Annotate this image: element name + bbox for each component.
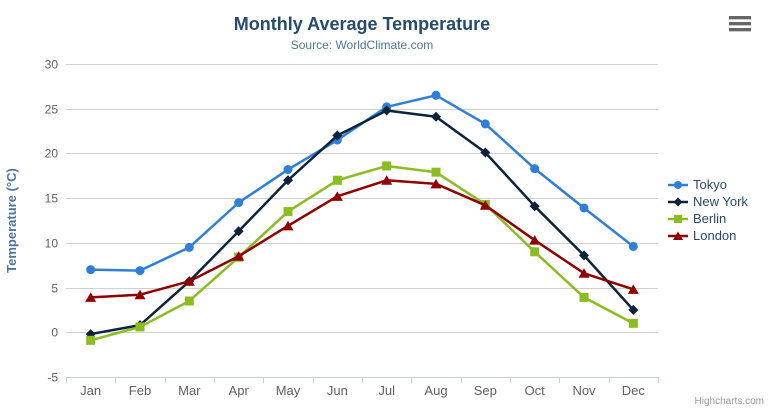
x-axis-tick-label: Dec — [622, 383, 646, 398]
series-london — [85, 175, 639, 302]
x-axis-tick-label: Nov — [572, 383, 596, 398]
legend-item-berlin[interactable]: Berlin — [668, 210, 748, 227]
data-point-marker[interactable] — [283, 175, 293, 186]
data-point-marker[interactable] — [382, 161, 392, 171]
data-point-marker[interactable] — [282, 220, 294, 231]
triangle-legend-marker-icon — [668, 231, 688, 240]
series-new-york — [85, 105, 639, 340]
series-line[interactable] — [89, 109, 635, 336]
data-point-marker[interactable] — [628, 241, 638, 251]
data-point-marker[interactable] — [283, 165, 293, 175]
data-point-marker[interactable] — [529, 235, 541, 245]
chart-subtitle: Source: WorldClimate.com — [290, 38, 434, 52]
data-point-marker[interactable] — [579, 292, 589, 302]
data-point-marker[interactable] — [233, 226, 244, 237]
data-point-marker[interactable] — [135, 266, 145, 276]
data-point-marker[interactable] — [579, 203, 589, 213]
y-axis-tick-label: -5 — [47, 371, 58, 385]
chart-title: Monthly Average Temperature — [233, 14, 491, 34]
series-line[interactable] — [89, 94, 635, 272]
series-tokyo — [86, 90, 638, 276]
data-point-marker[interactable] — [332, 130, 343, 141]
y-axis-tick-label: 15 — [45, 192, 59, 206]
data-point-marker[interactable] — [331, 191, 343, 201]
data-point-marker[interactable] — [134, 289, 146, 300]
legend-item-tokyo[interactable]: Tokyo — [668, 176, 748, 193]
data-point-marker[interactable] — [332, 175, 342, 185]
data-point-marker[interactable] — [234, 198, 244, 208]
data-point-marker[interactable] — [183, 276, 195, 286]
legend-item-label: Berlin — [693, 211, 727, 226]
series-line[interactable] — [89, 179, 635, 299]
x-axis-tick-label: Mar — [178, 383, 201, 398]
data-point-marker[interactable] — [530, 247, 540, 257]
data-point-marker[interactable] — [135, 322, 145, 332]
x-axis-tick-label: Feb — [129, 383, 151, 398]
legend-item-label: Tokyo — [693, 177, 727, 192]
legend-item-new-york[interactable]: New York — [668, 193, 748, 210]
data-point-marker[interactable] — [578, 268, 590, 278]
series-berlin — [86, 161, 638, 345]
highcharts-credit-link[interactable]: Highcharts.com — [694, 396, 764, 407]
data-point-marker[interactable] — [283, 207, 293, 217]
data-point-marker[interactable] — [480, 147, 491, 158]
data-point-marker[interactable] — [233, 251, 245, 261]
data-point-marker[interactable] — [85, 292, 97, 302]
y-axis-tick-label: 20 — [45, 147, 59, 161]
diamond-legend-marker-icon — [668, 197, 688, 206]
data-point-marker[interactable] — [86, 265, 96, 275]
data-point-marker[interactable] — [86, 335, 96, 345]
data-point-marker[interactable] — [431, 111, 441, 122]
data-point-marker[interactable] — [529, 201, 540, 212]
x-axis-tick-label: Aug — [424, 383, 447, 398]
x-axis-tick-label: Jul — [378, 383, 395, 398]
x-axis-tick-label: Jan — [80, 383, 101, 398]
legend-item-label: New York — [693, 194, 748, 209]
x-axis-tick-label: Apr — [229, 383, 250, 398]
x-axis-tick-label: Jun — [327, 383, 348, 398]
series-line[interactable] — [89, 164, 635, 342]
chart-legend: Tokyo New York Berlin London — [668, 176, 748, 244]
y-axis-tick-label: 5 — [51, 282, 58, 296]
data-point-marker[interactable] — [381, 175, 393, 185]
data-point-marker[interactable] — [480, 119, 490, 129]
data-point-marker[interactable] — [628, 304, 639, 315]
chart-context-menu-button[interactable] — [729, 14, 753, 34]
hamburger-icon — [729, 16, 751, 20]
y-axis-tick-label: 0 — [51, 326, 58, 340]
y-axis-tick-label: 30 — [45, 58, 59, 72]
legend-item-london[interactable]: London — [668, 227, 748, 244]
x-axis-tick-label: Sep — [474, 383, 497, 398]
y-axis-tick-label: 25 — [45, 103, 59, 117]
data-point-marker[interactable] — [479, 200, 491, 210]
data-point-marker[interactable] — [628, 318, 638, 328]
legend-item-label: London — [693, 228, 737, 243]
x-axis-tick-label: Oct — [525, 383, 546, 398]
data-point-marker[interactable] — [381, 105, 392, 116]
data-point-marker[interactable] — [627, 284, 639, 294]
x-axis-tick-label: May — [276, 383, 301, 398]
data-point-marker[interactable] — [530, 164, 540, 174]
data-point-marker[interactable] — [431, 167, 441, 177]
y-axis-tick-label: 10 — [45, 237, 59, 251]
square-legend-marker-icon — [668, 214, 688, 223]
data-point-marker[interactable] — [579, 250, 589, 261]
data-point-marker[interactable] — [431, 90, 441, 100]
data-point-marker[interactable] — [430, 178, 442, 189]
y-axis-title: Temperature (°C) — [4, 168, 19, 273]
data-point-marker[interactable] — [184, 242, 194, 252]
circle-legend-marker-icon — [668, 180, 688, 189]
data-point-marker[interactable] — [184, 296, 194, 306]
